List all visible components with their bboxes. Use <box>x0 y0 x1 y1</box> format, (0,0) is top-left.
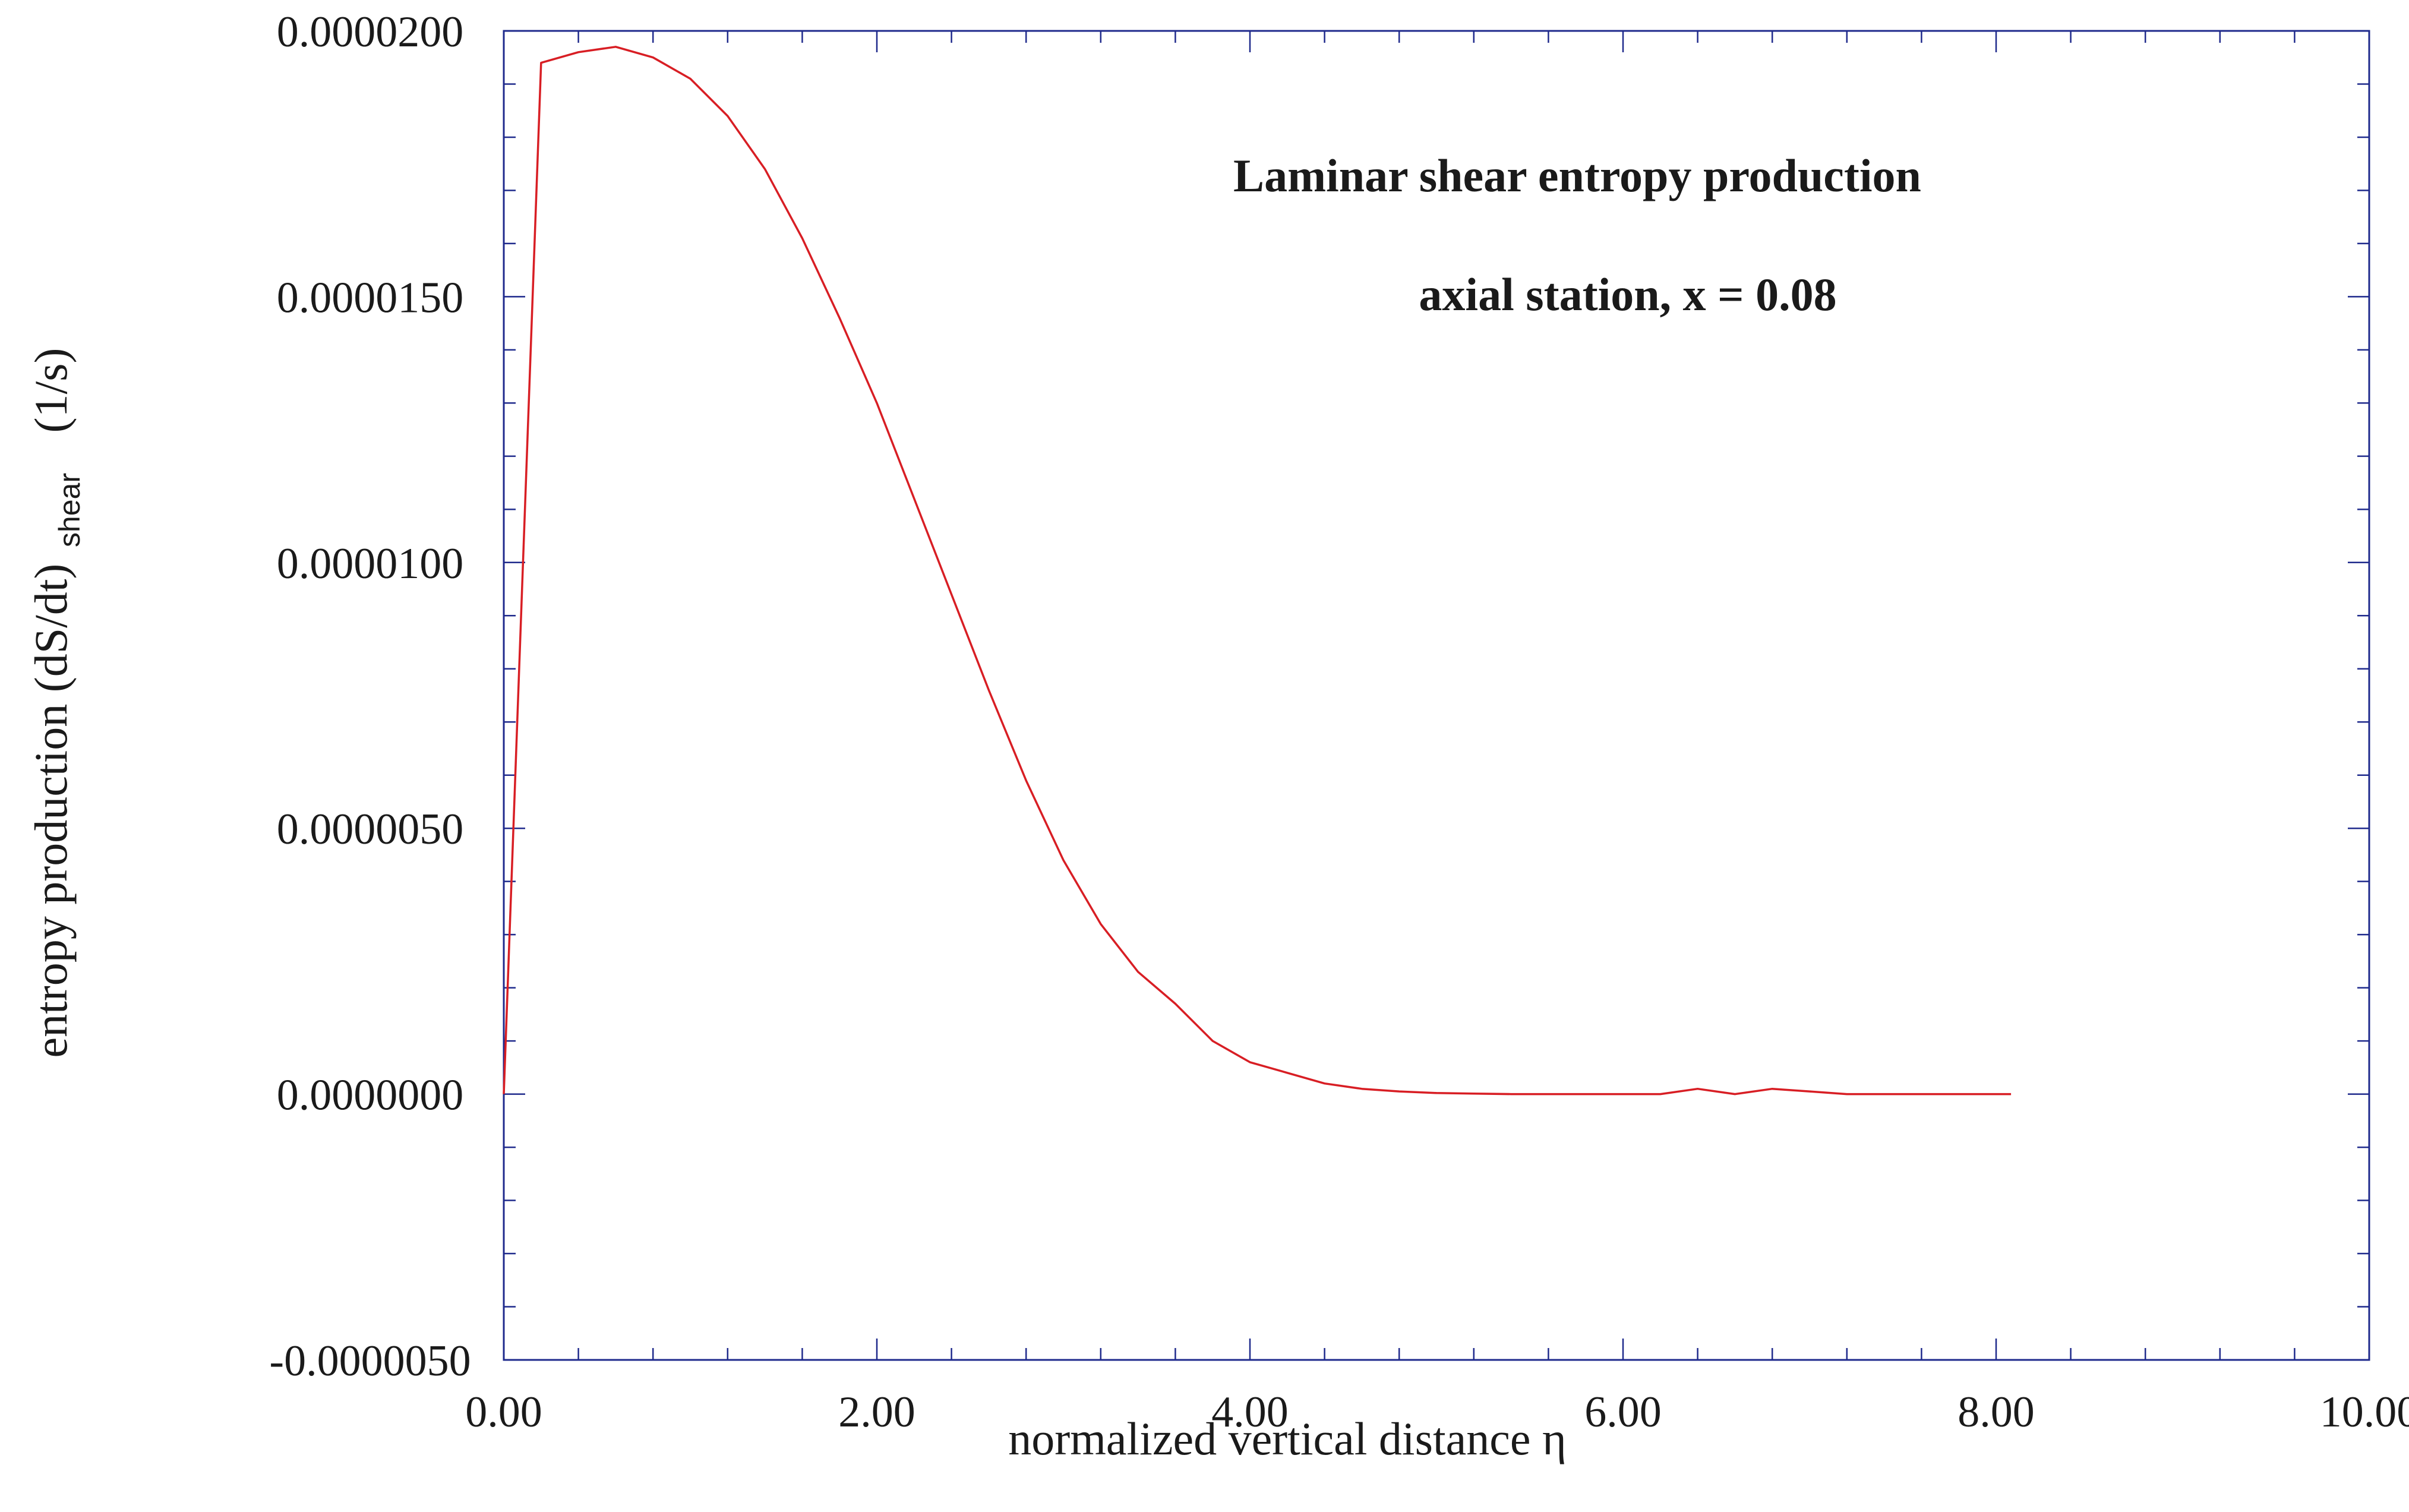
data-point <box>727 115 729 117</box>
data-point <box>1286 1072 1289 1074</box>
x-tick-label: 10.00 <box>2320 1388 2409 1437</box>
data-point <box>1324 1082 1326 1085</box>
data-point <box>838 317 841 319</box>
y-axis-title-subscript: shear <box>53 473 86 547</box>
series-points <box>503 46 2012 1096</box>
data-point <box>951 593 953 595</box>
data-point <box>1771 1088 1773 1090</box>
data-point <box>1398 1090 1400 1093</box>
data-point <box>1957 1093 1960 1096</box>
data-point <box>1137 971 1139 973</box>
y-tick-label: 0.0000100 <box>277 539 464 588</box>
data-point <box>1920 1093 1922 1096</box>
data-point <box>1360 1088 1363 1090</box>
data-point <box>1025 779 1027 782</box>
data-point <box>1808 1090 1811 1093</box>
data-point <box>1734 1093 1736 1096</box>
y-axis-title-units: (1/s) <box>25 348 77 433</box>
data-point <box>1883 1093 1886 1096</box>
data-point <box>1062 859 1065 861</box>
x-tick-label: 8.00 <box>1957 1388 2035 1437</box>
data-point <box>801 237 803 239</box>
data-point <box>1473 1093 1475 1095</box>
data-point <box>540 62 542 64</box>
data-point <box>577 51 580 53</box>
data-point <box>876 402 878 404</box>
data-point <box>1510 1093 1513 1096</box>
y-axis-title: entropy production (dS/dt) shear (1/s) <box>25 348 90 1058</box>
data-point <box>1622 1093 1624 1096</box>
data-point <box>689 78 692 80</box>
annotation-title: Laminar shear entropy production <box>1233 150 1921 201</box>
major-ticks <box>503 30 2370 1361</box>
x-tick-label: 0.00 <box>465 1388 542 1437</box>
data-point <box>1174 1002 1176 1005</box>
data-point <box>764 168 766 171</box>
x-tick-label: 2.00 <box>838 1388 915 1437</box>
y-axis-title-main: entropy production (dS/dt) <box>25 564 77 1058</box>
x-axis-title: normalized vertical distance η <box>1008 1413 1567 1464</box>
y-tick-label: 0.0000050 <box>277 805 464 854</box>
x-tick-labels: 0.00 2.00 4.00 6.00 8.00 10.00 <box>465 1388 2409 1437</box>
data-point <box>1547 1093 1549 1096</box>
svg-text:entropy production (dS/dt): entropy production (dS/dt) shear (1/s) <box>25 348 90 1058</box>
data-point <box>1659 1093 1662 1096</box>
minor-ticks <box>504 31 2369 1360</box>
x-tick-label: 6.00 <box>1584 1388 1662 1437</box>
data-point <box>1435 1092 1438 1094</box>
data-point <box>1100 923 1102 925</box>
data-point <box>1584 1093 1587 1096</box>
x-tick-label: 4.00 <box>1211 1388 1289 1437</box>
data-point <box>913 497 915 500</box>
data-point <box>2010 1093 2012 1096</box>
plot-frame <box>503 30 2370 1361</box>
data-point <box>1211 1040 1214 1042</box>
y-tick-label: 0.0000200 <box>277 8 464 56</box>
data-point <box>614 46 617 48</box>
data-point <box>1697 1088 1699 1090</box>
data-point <box>1846 1093 1848 1096</box>
annotation-station: axial station, x = 0.08 <box>1419 269 1836 320</box>
data-point <box>987 689 990 692</box>
series-line-shear-entropy <box>503 46 2012 1096</box>
y-tick-labels: -0.0000050 0.0000000 0.0000050 0.0000100 0.0… <box>269 8 471 1385</box>
data-point <box>652 56 654 59</box>
data-point <box>503 1093 505 1096</box>
y-tick-label: 0.0000150 <box>277 273 464 322</box>
y-tick-label: 0.0000000 <box>277 1071 464 1120</box>
data-point <box>1995 1093 1997 1096</box>
data-point <box>1249 1061 1251 1063</box>
y-tick-label: -0.0000050 <box>269 1337 471 1385</box>
